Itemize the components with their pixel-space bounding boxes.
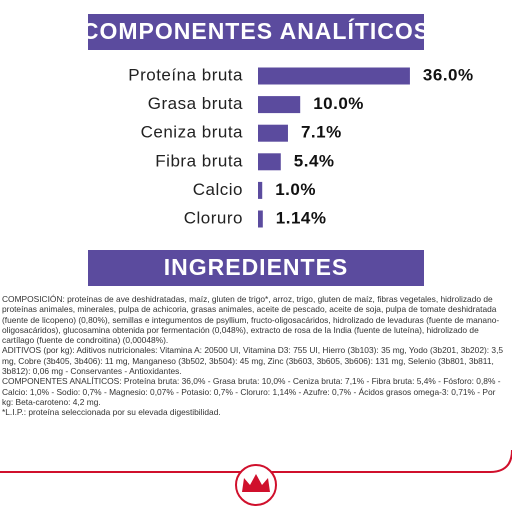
bar [258, 124, 288, 142]
section-title: INGREDIENTES [164, 254, 349, 280]
category-label: Ceniza bruta [141, 123, 243, 142]
ingredients-text: COMPOSICIÓN: proteínas de ave deshidrata… [2, 294, 508, 418]
bar [258, 181, 263, 199]
header-band [88, 250, 424, 286]
logo [235, 464, 277, 506]
category-label: Grasa bruta [148, 94, 243, 113]
value-label: 5.4% [294, 151, 335, 170]
ingredients-paragraph: *L.I.P.: proteína seleccionada por su el… [2, 407, 221, 418]
category-label: Cloruro [184, 208, 243, 227]
value-label: 7.1% [301, 123, 342, 142]
bar [258, 96, 301, 114]
ingredients-paragraph: COMPOSICIÓN: proteínas de ave deshidrata… [2, 294, 500, 346]
chart-title: COMPONENTES ANALÍTICOS [82, 17, 430, 44]
header-band [88, 14, 424, 50]
bar [258, 67, 410, 85]
value-label: 1.14% [276, 208, 327, 227]
bar [258, 153, 281, 171]
ingredients-paragraph: COMPONENTES ANALÍTICOS: Proteína bruta: … [2, 376, 501, 407]
category-label: Fibra bruta [155, 151, 243, 170]
value-label: 36.0% [423, 65, 474, 84]
value-label: 1.0% [275, 180, 316, 199]
ingredients-paragraph: ADITIVOS (por kg): Aditivos nutricionale… [2, 345, 504, 377]
category-label: Calcio [193, 180, 243, 199]
bar [258, 210, 263, 228]
value-label: 10.0% [313, 94, 364, 113]
category-label: Proteína bruta [128, 65, 243, 84]
